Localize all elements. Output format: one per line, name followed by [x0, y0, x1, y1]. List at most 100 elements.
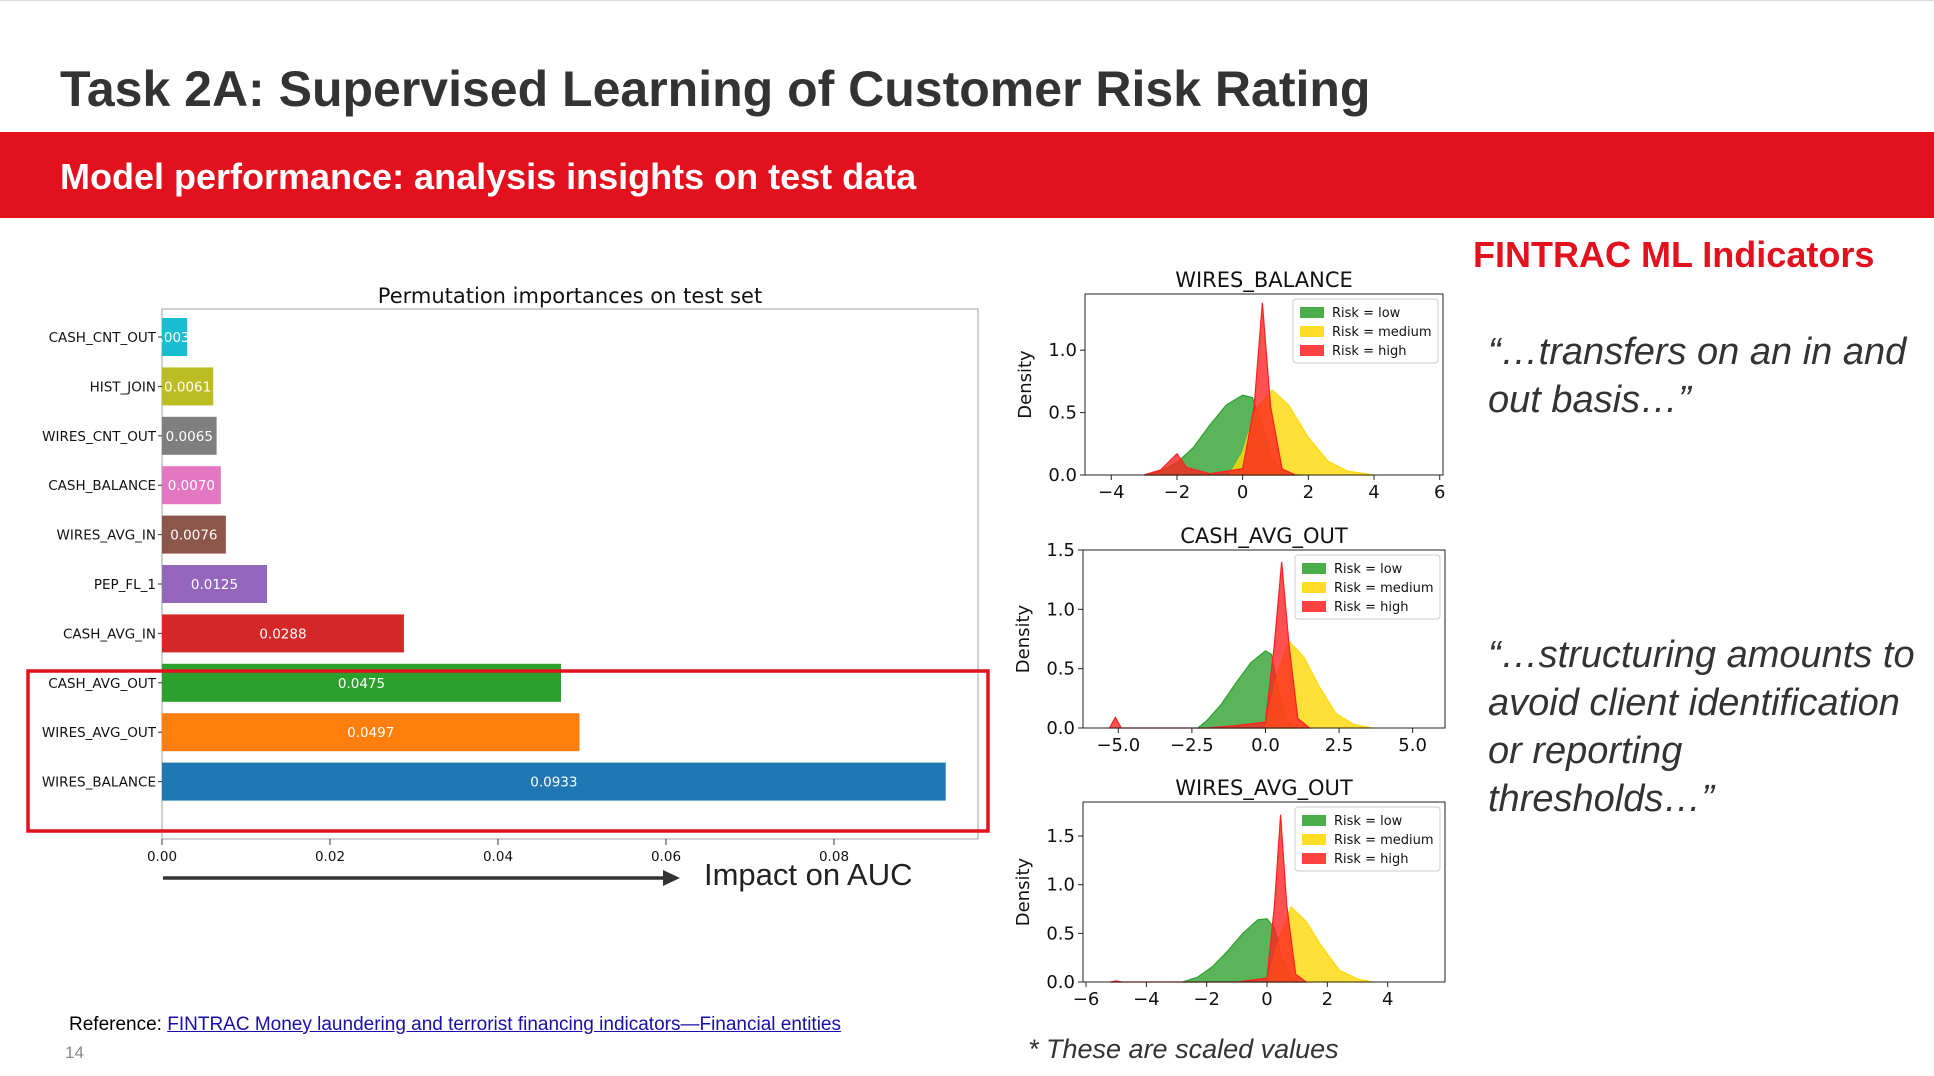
importance-bar-chart: Permutation importances on test set CASH… — [26, 284, 990, 892]
density-ylabel: Density — [1015, 350, 1036, 419]
bar-category-label: WIRES_AVG_OUT — [42, 725, 157, 741]
density-xtick-label: 0.0 — [1251, 735, 1280, 756]
density-ylabel: Density — [1013, 857, 1034, 926]
legend-swatch-risk-medium — [1302, 582, 1326, 593]
bar-category-label: PEP_FL_1 — [94, 577, 156, 593]
legend-swatch-risk-high — [1302, 853, 1326, 864]
bar-wires-cnt-out — [162, 416, 217, 455]
bar-xtick-label: 0.04 — [483, 849, 513, 865]
bar-category-label: CASH_AVG_OUT — [48, 676, 156, 692]
impact-arrow-head — [663, 870, 680, 886]
side-heading: FINTRAC ML Indicators — [1473, 234, 1875, 275]
density-plot-cash-avg-out: CASH_AVG_OUT −5.0 −2.5 0.0 2.5 5.0 0.0 0.5 1.0 1.… — [1013, 524, 1446, 756]
bar-value-label: 0.0076 — [170, 528, 217, 544]
density-title: WIRES_AVG_OUT — [1175, 776, 1353, 801]
bar-xtick-label: 0.00 — [147, 849, 177, 865]
bar-pep-fl-1 — [162, 565, 267, 603]
legend-label: Risk = low — [1332, 306, 1401, 321]
legend-swatch-risk-high — [1302, 601, 1326, 612]
bar-category-label: WIRES_CNT_OUT — [42, 429, 157, 445]
density-ytick-label: 1.0 — [1046, 875, 1075, 896]
bar-category-label: CASH_AVG_IN — [63, 626, 156, 642]
density-xtick-label: −2 — [1193, 989, 1220, 1010]
legend-label: Risk = low — [1334, 814, 1403, 829]
quote-structuring: “…structuring amounts to avoid client id… — [1488, 634, 1915, 820]
bar-value-label: 0.0070 — [168, 478, 215, 494]
density-xtick-label: −4 — [1098, 482, 1125, 503]
bar-value-label: 0.0497 — [347, 725, 394, 741]
density-plot-wires-avg-out: WIRES_AVG_OUT −6 −4 −2 0 2 4 0.0 0.5 1.0 1.5 Densit… — [1013, 776, 1446, 1010]
reference-line: Reference: FINTRAC Money laundering and … — [69, 1014, 841, 1036]
density-legend — [1292, 298, 1439, 364]
top-border — [0, 0, 1934, 1]
legend-swatch-risk-low — [1302, 563, 1326, 574]
density-xtick-label: 2 — [1303, 482, 1314, 503]
density-xtick-label: 6 — [1434, 482, 1445, 503]
bar-xtick-label: 0.02 — [315, 849, 345, 865]
legend-swatch-risk-low — [1302, 815, 1326, 826]
density-ytick-label: 0.0 — [1048, 465, 1077, 486]
density-xtick-label: 0 — [1261, 989, 1272, 1010]
bar-category-label: CASH_CNT_OUT — [49, 330, 157, 346]
highlight-box — [26, 669, 990, 833]
density-ytick-label: 0.0 — [1046, 972, 1075, 993]
bar-cash-cnt-out — [162, 318, 188, 356]
legend-swatch-risk-high — [1300, 345, 1324, 356]
density-plot-wires-balance: WIRES_BALANCE −4 −2 0 2 4 6 0.0 0.5 1.0 Density Ris… — [1015, 268, 1445, 503]
legend-label: Risk = high — [1334, 852, 1408, 867]
bar-category-label: HIST_JOIN — [90, 379, 156, 395]
bar-xtick-label: 0.06 — [651, 849, 681, 865]
bar-value-label: 0.0288 — [259, 626, 306, 642]
legend-label: Risk = high — [1334, 600, 1408, 615]
density-frame — [1084, 293, 1444, 476]
legend-label: Risk = medium — [1334, 833, 1434, 848]
bar-value-label: 0.0475 — [338, 676, 385, 692]
legend-label: Risk = medium — [1332, 325, 1432, 340]
density-xtick-label: 5.0 — [1398, 735, 1427, 756]
density-ytick-label: 0.5 — [1046, 923, 1075, 944]
reference-link[interactable]: FINTRAC Money laundering and terrorist f… — [167, 1014, 841, 1035]
density-xtick-label: 0 — [1237, 482, 1248, 503]
bar-wires-avg-out — [162, 713, 580, 752]
bar-chart-title: Permutation importances on test set — [378, 284, 762, 308]
density-title: CASH_AVG_OUT — [1180, 524, 1348, 549]
density-ytick-label: 0.0 — [1046, 718, 1075, 739]
density-xtick-label: −4 — [1133, 989, 1160, 1010]
bar-value-label: 0.0065 — [166, 429, 213, 445]
slide-title: Task 2A: Supervised Learning of Customer… — [60, 61, 1371, 117]
bar-category-label: WIRES_AVG_IN — [57, 528, 156, 544]
bar-chart-frame — [161, 308, 979, 840]
density-xtick-label: −5.0 — [1096, 735, 1140, 756]
legend-label: Risk = low — [1334, 562, 1403, 577]
bar-wires-balance — [162, 762, 946, 801]
density-xtick-label: 2.5 — [1325, 735, 1354, 756]
density-legend — [1294, 806, 1441, 872]
legend-swatch-risk-medium — [1300, 326, 1324, 337]
density-area-risk-high — [1110, 814, 1309, 983]
density-xtick-label: −2 — [1164, 482, 1191, 503]
density-ytick-label: 1.0 — [1046, 599, 1075, 620]
bar-xtick-label: 0.08 — [819, 849, 849, 865]
density-ytick-label: 0.5 — [1046, 659, 1075, 680]
bar-value-label: 0.0061 — [164, 379, 211, 395]
density-title: WIRES_BALANCE — [1175, 268, 1353, 293]
density-area-risk-high — [1108, 561, 1312, 729]
density-ytick-label: 0.5 — [1048, 403, 1077, 424]
density-area-risk-high — [1143, 302, 1296, 476]
legend-label: Risk = medium — [1334, 581, 1434, 596]
section-banner — [0, 132, 1934, 218]
bar-value-label: 0.0125 — [191, 577, 238, 593]
scaled-values-note: * These are scaled values — [1028, 1034, 1339, 1064]
density-ytick-label: 1.5 — [1046, 826, 1075, 847]
bar-value-label: 0.0933 — [530, 775, 577, 791]
density-xtick-label: 4 — [1382, 989, 1393, 1010]
quote-transfers: “…transfers on an in and out basis…” — [1488, 331, 1907, 421]
density-ylabel: Density — [1013, 604, 1034, 673]
density-xtick-label: −2.5 — [1170, 735, 1214, 756]
bar-hist-join — [162, 367, 214, 406]
impact-label: Impact on AUC — [704, 857, 912, 892]
bar-category-label: WIRES_BALANCE — [42, 775, 156, 791]
density-frame — [1082, 801, 1446, 983]
density-legend — [1294, 554, 1441, 620]
density-frame — [1082, 549, 1446, 729]
